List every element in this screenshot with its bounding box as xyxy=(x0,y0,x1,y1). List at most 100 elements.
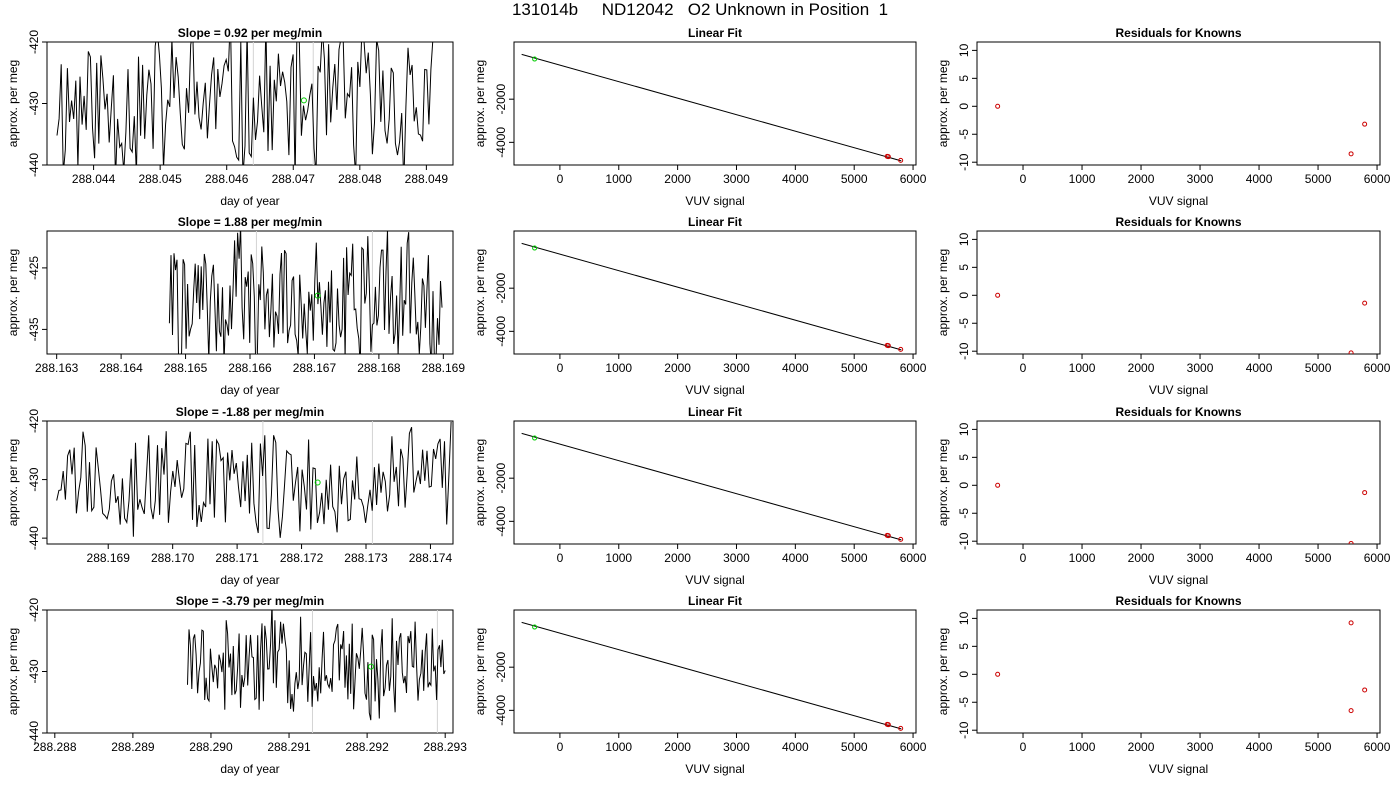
x-tick-label: 2000 xyxy=(664,361,691,375)
x-tick-label: 288.046 xyxy=(205,172,249,186)
plot-frame xyxy=(976,230,1381,355)
x-tick-label: 2000 xyxy=(664,172,691,186)
panel-residuals-1: Residuals for Knowns 0 1000 2000 3000 4000 500… xyxy=(936,26,1391,208)
x-tick-label: 1000 xyxy=(605,740,632,754)
fit-line xyxy=(521,242,902,351)
x-tick-label: 288.167 xyxy=(293,361,337,375)
x-tick-label: 1000 xyxy=(605,172,632,186)
y-tick-label: -5 xyxy=(957,318,971,329)
known-point xyxy=(885,154,891,160)
x-tick-label: 3000 xyxy=(1187,740,1214,754)
x-tick-label: 288.172 xyxy=(280,551,324,565)
x-tick-label: 288.173 xyxy=(344,551,388,565)
x-tick-label: 6000 xyxy=(1364,551,1391,565)
x-tick-label: 2000 xyxy=(1128,172,1155,186)
plot-data xyxy=(995,482,1368,544)
y-tick-label: -4000 xyxy=(494,316,508,347)
unknown-mean-point xyxy=(314,479,321,486)
plot-frame xyxy=(513,420,917,545)
x-tick-label: 1000 xyxy=(1069,361,1096,375)
y-tick-label: 5 xyxy=(957,454,971,461)
x-tick-label: 288.165 xyxy=(164,361,208,375)
y-axis-label: approx. per meg xyxy=(6,60,20,147)
panel-title: Linear Fit xyxy=(688,26,742,40)
series-line xyxy=(56,42,434,165)
plot-data xyxy=(521,621,904,731)
y-tick-label: 0 xyxy=(957,292,971,299)
y-tick-label: -420 xyxy=(27,409,41,433)
x-tick-label: 288.169 xyxy=(422,361,466,375)
x-tick-label: 1000 xyxy=(1069,172,1096,186)
y-tick-label: 10 xyxy=(957,422,971,436)
y-tick-label: -430 xyxy=(27,467,41,491)
x-tick-label: 3000 xyxy=(723,740,750,754)
y-tick-label: 0 xyxy=(957,103,971,110)
x-tick-label: 1000 xyxy=(605,551,632,565)
x-tick-label: 4000 xyxy=(1246,361,1273,375)
x-tick-label: 1000 xyxy=(1069,740,1096,754)
panel-title: Residuals for Knowns xyxy=(1115,26,1241,40)
plot-data xyxy=(187,610,446,733)
y-tick-label: -425 xyxy=(27,256,41,280)
y-tick-label: -2000 xyxy=(494,84,508,115)
residual-point xyxy=(1362,687,1368,693)
y-tick-label: -2000 xyxy=(494,463,508,494)
x-tick-label: 288.174 xyxy=(409,551,453,565)
panel-title: Residuals for Knowns xyxy=(1115,594,1241,608)
x-tick-label: 4000 xyxy=(782,172,809,186)
x-tick-label: 5000 xyxy=(1305,740,1332,754)
plot-data xyxy=(995,620,1368,714)
x-tick-label: 6000 xyxy=(900,551,927,565)
unknown-mean-point xyxy=(314,292,321,299)
x-tick-label: 0 xyxy=(1020,361,1027,375)
x-tick-label: 3000 xyxy=(723,361,750,375)
x-axis-label: day of year xyxy=(220,383,279,397)
unknown-point xyxy=(532,56,538,62)
y-axis-label: approx. per meg xyxy=(473,60,487,147)
x-axis-label: VUV signal xyxy=(685,383,744,397)
known-point xyxy=(885,343,891,349)
residual-point xyxy=(1348,620,1354,626)
x-tick-label: 4000 xyxy=(1246,551,1273,565)
x-tick-label: 2000 xyxy=(1128,361,1155,375)
x-tick-label: 5000 xyxy=(1305,361,1332,375)
plot-frame xyxy=(513,609,917,734)
x-tick-label: 3000 xyxy=(723,172,750,186)
series-line xyxy=(168,231,443,354)
x-tick-label: 5000 xyxy=(841,172,868,186)
x-tick-label: 288.289 xyxy=(111,740,155,754)
known-point xyxy=(898,725,904,731)
plot-data xyxy=(168,231,443,354)
panel-title: Linear Fit xyxy=(688,215,742,229)
y-axis-label: approx. per meg xyxy=(6,628,20,715)
y-axis-label: approx. per meg xyxy=(473,249,487,336)
x-tick-label: 0 xyxy=(1020,172,1027,186)
y-axis-label: approx. per meg xyxy=(936,439,950,526)
y-axis-label: approx. per meg xyxy=(473,628,487,715)
panel-timeseries-4: Slope = -3.79 per meg/min 288.288 288.289 2… xyxy=(6,594,467,776)
x-tick-label: 4000 xyxy=(782,740,809,754)
residual-point xyxy=(1348,540,1354,544)
x-tick-label: 288.048 xyxy=(338,172,382,186)
x-tick-label: 288.163 xyxy=(35,361,79,375)
x-tick-label: 288.168 xyxy=(357,361,401,375)
panel-title: Residuals for Knowns xyxy=(1115,405,1241,419)
panel-title: Residuals for Knowns xyxy=(1115,215,1241,229)
y-tick-label: 5 xyxy=(957,643,971,650)
x-tick-label: 288.293 xyxy=(423,740,467,754)
unknown-point xyxy=(532,435,538,441)
y-axis-label: approx. per meg xyxy=(6,439,20,526)
panel-fit-4: Linear Fit 0 1000 2000 3000 4000 5000 6000 -4000… xyxy=(473,594,927,776)
x-tick-label: 6000 xyxy=(1364,740,1391,754)
panel-title: Slope = -1.88 per meg/min xyxy=(176,405,324,419)
y-tick-label: -2000 xyxy=(494,273,508,304)
panel-title: Linear Fit xyxy=(688,594,742,608)
y-tick-label: -4000 xyxy=(494,695,508,726)
y-tick-label: -440 xyxy=(27,721,41,745)
x-tick-label: 288.047 xyxy=(272,172,316,186)
x-axis-label: VUV signal xyxy=(1149,194,1208,208)
x-tick-label: 288.166 xyxy=(228,361,272,375)
y-tick-label: -5 xyxy=(957,129,971,140)
x-tick-label: 288.045 xyxy=(138,172,182,186)
y-tick-label: 5 xyxy=(957,264,971,271)
